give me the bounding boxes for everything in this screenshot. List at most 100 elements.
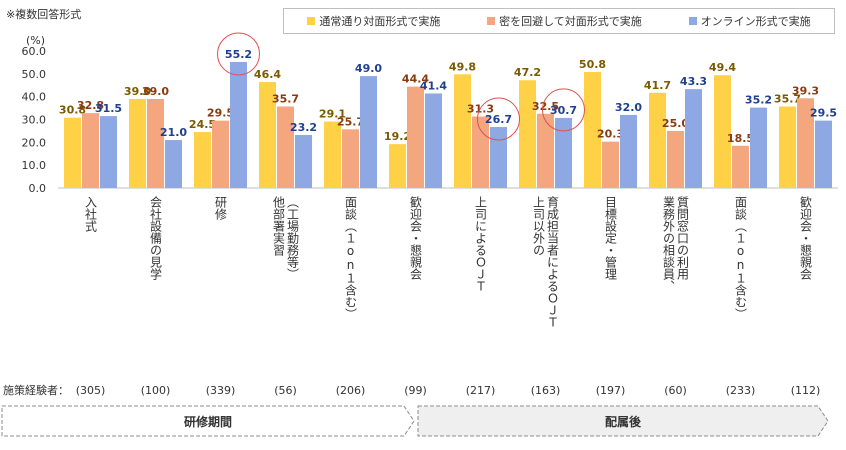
bar-online: [295, 135, 312, 188]
bar-in-person: [259, 82, 276, 188]
bar-in-person: [129, 98, 146, 188]
sample-size-value: (339): [206, 384, 236, 397]
y-tick-label: 40.0: [22, 91, 47, 104]
x-category-label: 業務外の相談員、: [662, 196, 676, 292]
legend-label-distanced: 密を回避して対面形式で実施: [499, 15, 642, 28]
legend-item-in-person: 通常通り対面形式で実施: [307, 13, 440, 29]
bar-in-person: [584, 72, 601, 188]
phase-arrow-training: [1, 405, 415, 437]
bar-online: [815, 120, 832, 188]
bar-in-person: [714, 75, 731, 188]
y-tick-label: 20.0: [22, 136, 47, 149]
data-label: 49.8: [449, 60, 476, 73]
bar-in-person: [64, 117, 81, 188]
bar-distanced: [667, 130, 684, 188]
data-label: 30.8: [59, 104, 86, 117]
bar-online: [360, 76, 377, 188]
bar-distanced: [147, 98, 164, 188]
bar-distanced: [537, 113, 554, 188]
bar-in-person: [649, 92, 666, 188]
data-label: 25.0: [662, 117, 689, 130]
data-label: 29.5: [810, 107, 837, 120]
x-category-label: 育成担当者によるＯＪＴ: [546, 195, 560, 328]
bar-online: [165, 140, 182, 188]
data-label: 44.4: [402, 73, 429, 86]
bar-online: [100, 116, 117, 188]
bar-in-person: [194, 132, 211, 188]
data-label: 32.8: [77, 99, 104, 112]
bar-distanced: [342, 129, 359, 188]
bar-online: [620, 114, 637, 188]
x-category-label: 上司以外の: [532, 196, 546, 256]
data-label: 39.0: [142, 85, 169, 98]
x-category-label: 面談（１on１含む）: [734, 196, 748, 320]
sample-size-value: (112): [791, 384, 821, 397]
bar-online: [555, 117, 572, 188]
highlight-circle: [217, 32, 260, 76]
bar-distanced: [407, 86, 424, 188]
legend-item-distanced: 密を回避して対面形式で実施: [487, 13, 642, 29]
highlight-circle: [542, 88, 585, 132]
data-label: 30.7: [550, 104, 577, 117]
bar-in-person: [519, 80, 536, 188]
phase-label-training: 研修期間: [184, 414, 232, 429]
sample-size-value: (217): [466, 384, 496, 397]
y-tick-label: 30.0: [22, 114, 47, 127]
sample-size-value: (233): [726, 384, 756, 397]
data-label: 24.5: [189, 118, 216, 131]
x-category-label: 歓迎会・懇親会: [409, 196, 423, 281]
data-label: 41.4: [420, 79, 447, 92]
bar-distanced: [472, 116, 489, 188]
data-label: 20.3: [597, 128, 624, 141]
data-label: 29.1: [319, 108, 346, 121]
data-label: 32.0: [615, 101, 642, 114]
footnote-multiple-answer: ※複数回答形式: [6, 8, 82, 21]
x-category-label: 他部署実習: [272, 196, 286, 257]
legend-label-online: オンライン形式で実施: [700, 15, 811, 28]
y-axis-unit: (%): [26, 34, 45, 47]
bar-in-person: [779, 106, 796, 188]
x-category-label: 会社設備の見学: [149, 196, 163, 280]
highlight-circle: [477, 97, 520, 141]
x-category-label: 入社式: [84, 196, 98, 232]
bar-distanced: [277, 106, 294, 188]
data-label: 47.2: [514, 66, 541, 79]
data-label: 25.7: [337, 115, 364, 128]
sample-size-value: (56): [274, 384, 297, 397]
x-category-label: 面談（１on１含む）: [344, 196, 358, 320]
data-label: 26.7: [485, 113, 512, 126]
bar-distanced: [797, 98, 814, 188]
data-label: 49.0: [355, 62, 382, 75]
sample-size-label: 施策経験者：: [3, 384, 69, 397]
sample-size-value: (305): [76, 384, 106, 397]
legend-label-in-person: 通常通り対面形式で実施: [319, 15, 441, 28]
bar-distanced: [82, 113, 99, 188]
sample-size-value: (197): [596, 384, 626, 397]
y-tick-label: 60.0: [22, 45, 47, 58]
sample-size-value: (163): [531, 384, 561, 397]
x-category-label: 質問窓口の利用: [676, 195, 690, 281]
y-tick-label: 50.0: [22, 68, 47, 81]
data-label: 29.5: [207, 107, 234, 120]
phase-arrow-assignment: [417, 405, 829, 437]
y-tick-label: 10.0: [22, 159, 47, 172]
data-label: 39.0: [124, 85, 151, 98]
legend-swatch-yellow: [307, 17, 316, 25]
x-category-label: 上司によるＯＪＴ: [474, 196, 488, 292]
data-label: 35.2: [745, 94, 772, 107]
bar-online: [750, 107, 767, 188]
sample-size-value: (99): [404, 384, 427, 397]
data-label: 19.2: [384, 130, 411, 143]
data-label: 31.5: [95, 102, 122, 115]
data-label: 49.4: [709, 61, 736, 74]
bar-in-person: [389, 144, 406, 188]
x-category-label: 歓迎会・懇親会: [799, 196, 813, 281]
data-label: 39.3: [792, 84, 819, 97]
data-label: 41.7: [644, 79, 671, 92]
x-category-label: （工場勤務等）: [286, 196, 300, 280]
data-label: 21.0: [160, 126, 187, 139]
legend-swatch-blue: [688, 17, 697, 25]
bar-distanced: [602, 141, 619, 188]
legend-swatch-orange: [487, 17, 496, 25]
